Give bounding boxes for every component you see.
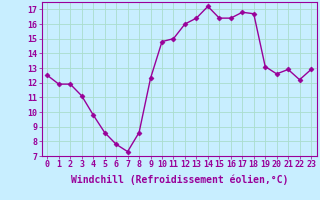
X-axis label: Windchill (Refroidissement éolien,°C): Windchill (Refroidissement éolien,°C) bbox=[70, 175, 288, 185]
